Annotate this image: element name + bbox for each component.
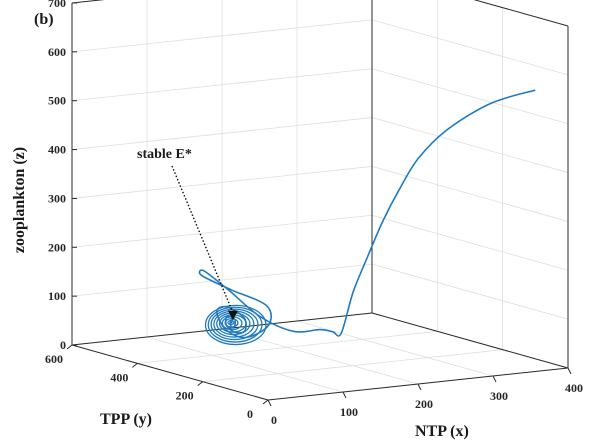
annotation-arrow-line [171, 165, 234, 313]
gridline-backwall-z [71, 214, 373, 248]
spiral-ring [227, 319, 235, 326]
gridline-backwall-z [71, 19, 373, 53]
z-axis-label: zooplankton (z) [11, 147, 28, 253]
gridline-sidewall-z [473, 0, 569, 27]
y-tick-label: 0 [247, 407, 253, 421]
series-line-trajectory [198, 89, 536, 339]
z-tick-label: 300 [48, 191, 66, 205]
x-tick-label: 400 [565, 381, 583, 395]
gridline-sidewall-z [371, 68, 569, 125]
z-tick-label: 200 [48, 240, 66, 254]
x-tick-label: 100 [340, 405, 358, 419]
y-axis-line [71, 344, 269, 401]
x-tick-label: 300 [490, 389, 508, 403]
gridline-floor-y [137, 330, 438, 364]
y-tick-label: 600 [45, 352, 63, 366]
gridline-floor-x [296, 320, 494, 377]
annotation-label: stable E* [137, 147, 192, 162]
x-tick-mark [492, 375, 497, 383]
z-tick-label: 0 [60, 338, 66, 352]
gridline-sidewall-z [371, 263, 569, 320]
z-tick-label: 500 [48, 94, 66, 108]
gridline-sidewall-z [371, 166, 569, 222]
z-tick-label: 100 [48, 289, 66, 303]
gridline-backwall-z [71, 68, 373, 102]
y-tick-mark [262, 399, 269, 405]
panel-label: (b) [34, 11, 54, 28]
x-axis-label: NTP (x) [415, 423, 469, 440]
spiral-ring [210, 308, 259, 341]
gridline-floor-x [146, 336, 344, 393]
spiral-ring [224, 317, 239, 328]
box-edge-top-right [473, 0, 569, 27]
z-tick-label: 700 [48, 0, 66, 10]
spiral-ring [207, 306, 263, 343]
x-tick-mark [567, 367, 572, 375]
z-tick-label: 400 [48, 143, 66, 157]
y-tick-label: 400 [110, 370, 128, 384]
annotation-arrowhead [227, 310, 238, 321]
y-tick-mark [132, 362, 138, 368]
x-tick-mark [267, 399, 272, 407]
gridline-backwall-z [71, 166, 373, 199]
y-tick-mark [66, 344, 73, 350]
box-edge-floor-right [371, 312, 569, 369]
x-tick-label: 0 [271, 413, 277, 427]
x-tick-mark [417, 383, 422, 391]
gridline-sidewall-z [371, 117, 569, 173]
y-tick-label: 200 [176, 389, 194, 403]
gridline-sidewall-z [371, 214, 569, 271]
y-tick-mark [197, 381, 203, 387]
x-tick-label: 200 [415, 397, 433, 411]
gridline-floor-x [221, 328, 419, 385]
gridline-backwall-z [71, 263, 373, 297]
z-tick-label: 600 [48, 45, 66, 59]
gridline-backwall-z [71, 117, 373, 150]
gridline-sidewall-z [371, 19, 569, 76]
spiral-ring [204, 304, 267, 346]
y-axis-label: TPP (y) [100, 411, 152, 428]
x-tick-mark [342, 391, 347, 399]
gridline-floor-y [202, 349, 503, 383]
